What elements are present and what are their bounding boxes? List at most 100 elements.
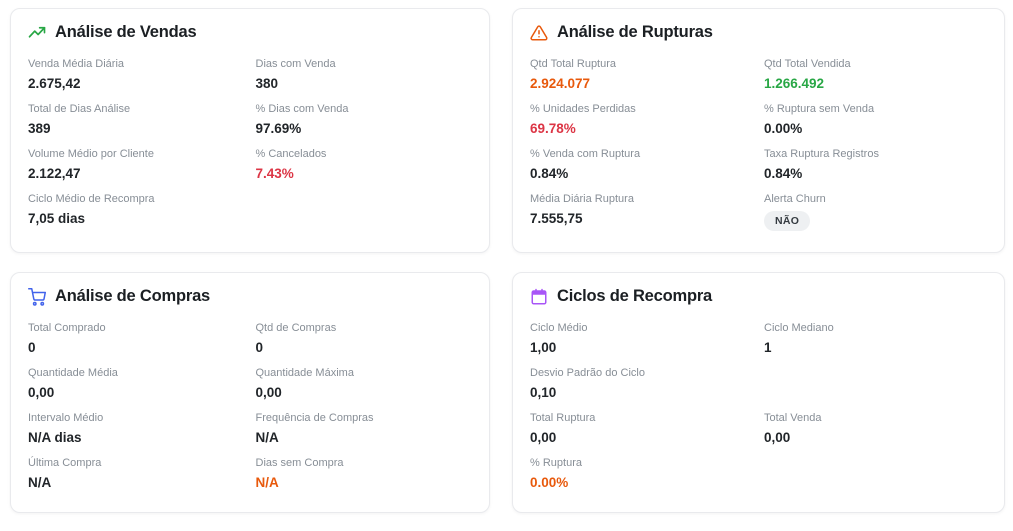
metric-label: Intervalo Médio [28,412,104,424]
metric-value: 0 [255,340,264,355]
metric-label: % Ruptura [530,457,582,469]
card-title: Análise de Rupturas [557,23,713,41]
metric-total-comprado: Total Comprado 0 [28,321,244,356]
metric-total-de-dias-analise: Total de Dias Análise 389 [28,102,244,137]
metric-row: Intervalo Médio N/A dias Frequência de C… [28,411,471,446]
metric-label: Venda Média Diária [28,58,125,70]
metric-qtd-total-ruptura: Qtd Total Ruptura 2.924.077 [530,57,752,92]
metric-row: Média Diária Ruptura 7.555,75 Alerta Chu… [530,192,986,231]
metric-label: Qtd Total Ruptura [530,58,617,70]
metric-label: Total Ruptura [530,412,596,424]
metric-row: % Venda com Ruptura 0.84% Taxa Ruptura R… [530,147,986,182]
metric-value: 0,00 [255,385,282,400]
metric-label: % Ruptura sem Venda [764,103,875,115]
metric-row: % Unidades Perdidas 69.78% % Ruptura sem… [530,102,986,137]
metric-ultima-compra: Última Compra N/A [28,456,244,491]
metric-label: % Cancelados [255,148,327,160]
metric-desvio-padrao-do-ciclo: Desvio Padrão do Ciclo 0,10 [530,366,752,401]
metric-value: 389 [28,121,51,136]
metric-label: Desvio Padrão do Ciclo [530,367,645,379]
metric-value: 69.78% [530,121,576,136]
metric-label: Volume Médio por Cliente [28,148,154,160]
metric-value: 0.00% [530,475,569,490]
card-header: Ciclos de Recompra [530,287,986,306]
calendar-icon [530,288,548,306]
metric-pct-ruptura-sem-venda: % Ruptura sem Venda 0.00% [764,102,986,137]
metric-alerta-churn: Alerta Churn NÃO [764,192,986,231]
alert-triangle-icon [530,24,548,42]
metric-value: 97.69% [255,121,302,136]
metric-value: N/A dias [28,430,82,445]
metric-label: Total de Dias Análise [28,103,131,115]
metric-label: Qtd Total Vendida [764,58,851,70]
metric-value: 0.84% [764,166,803,181]
metric-label: Frequência de Compras [255,412,374,424]
churn-alert-badge: NÃO [764,211,811,231]
card-ciclos-de-recompra: Ciclos de Recompra Ciclo Médio 1,00 Cicl… [512,272,1005,513]
metric-pct-cancelados: % Cancelados 7.43% [256,147,472,182]
metric-label: Taxa Ruptura Registros [764,148,879,160]
metric-value: 380 [255,76,279,91]
metric-rows: Venda Média Diária 2.675,42 Dias com Ven… [28,57,471,227]
metric-value: 1,00 [530,340,557,355]
metric-row: Total Ruptura 0,00 Total Venda 0,00 [530,411,986,446]
metric-ciclo-mediano: Ciclo Mediano 1 [764,321,986,356]
metric-row: Quantidade Média 0,00 Quantidade Máxima … [28,366,471,401]
metric-row: Qtd Total Ruptura 2.924.077 Qtd Total Ve… [530,57,986,92]
metric-label: Total Comprado [28,322,106,334]
metric-rows: Ciclo Médio 1,00 Ciclo Mediano 1 Desvio … [530,321,986,491]
metric-value: 1 [764,340,772,355]
card-analise-de-vendas: Análise de Vendas Venda Média Diária 2.6… [10,8,490,253]
metric-label: % Venda com Ruptura [530,148,641,160]
metric-label: Alerta Churn [764,193,826,205]
metric-taxa-ruptura-registros: Taxa Ruptura Registros 0.84% [764,147,986,182]
metric-intervalo-medio: Intervalo Médio N/A dias [28,411,244,446]
metric-row: Venda Média Diária 2.675,42 Dias com Ven… [28,57,471,92]
metric-row: Ciclo Médio de Recompra 7,05 dias [28,192,471,227]
metric-value: N/A [255,430,279,445]
card-title: Análise de Vendas [55,23,197,41]
metric-value: 2.122,47 [28,166,81,181]
metric-value: 0,10 [530,385,557,400]
metric-label: Quantidade Média [28,367,118,379]
card-analise-de-rupturas: Análise de Rupturas Qtd Total Ruptura 2.… [512,8,1005,253]
metric-label: Média Diária Ruptura [530,193,634,205]
card-title: Ciclos de Recompra [557,287,713,305]
metric-label: Quantidade Máxima [255,367,354,379]
metric-value: 0.84% [530,166,569,181]
metric-pct-venda-com-ruptura: % Venda com Ruptura 0.84% [530,147,752,182]
metric-ciclo-medio-de-recompra: Ciclo Médio de Recompra 7,05 dias [28,192,244,227]
metric-label: Ciclo Mediano [764,322,834,334]
metric-quantidade-media: Quantidade Média 0,00 [28,366,244,401]
metric-value: 0,00 [764,430,791,445]
metric-value: 2.924.077 [530,76,591,91]
metric-frequencia-de-compras: Frequência de Compras N/A [256,411,472,446]
metric-value: 7,05 dias [28,211,86,226]
metric-qtd-total-vendida: Qtd Total Vendida 1.266.492 [764,57,986,92]
metric-rows: Total Comprado 0 Qtd de Compras 0 Quanti… [28,321,471,491]
metric-value: 0,00 [530,430,557,445]
metric-label: Ciclo Médio [530,322,588,334]
card-header: Análise de Rupturas [530,23,986,42]
metric-row: Desvio Padrão do Ciclo 0,10 [530,366,986,401]
metric-label: Última Compra [28,457,102,469]
metric-total-ruptura: Total Ruptura 0,00 [530,411,752,446]
metric-pct-dias-com-venda: % Dias com Venda 97.69% [256,102,472,137]
metric-label: Dias com Venda [255,58,336,70]
metric-ciclo-medio: Ciclo Médio 1,00 [530,321,752,356]
metric-label: Ciclo Médio de Recompra [28,193,155,205]
metric-volume-medio-por-cliente: Volume Médio por Cliente 2.122,47 [28,147,244,182]
shopping-cart-icon [28,287,46,306]
metric-label: % Dias com Venda [255,103,349,115]
metric-pct-unidades-perdidas: % Unidades Perdidas 69.78% [530,102,752,137]
metric-value: 7.555,75 [530,211,583,226]
metric-row: Ciclo Médio 1,00 Ciclo Mediano 1 [530,321,986,356]
metric-label: % Unidades Perdidas [530,103,636,115]
card-title: Análise de Compras [55,287,211,305]
card-header: Análise de Compras [28,287,471,306]
metric-dias-sem-compra: Dias sem Compra N/A [256,456,472,491]
metric-pct-ruptura: % Ruptura 0.00% [530,456,752,491]
metric-value: 7.43% [255,166,294,181]
metric-total-venda: Total Venda 0,00 [764,411,986,446]
